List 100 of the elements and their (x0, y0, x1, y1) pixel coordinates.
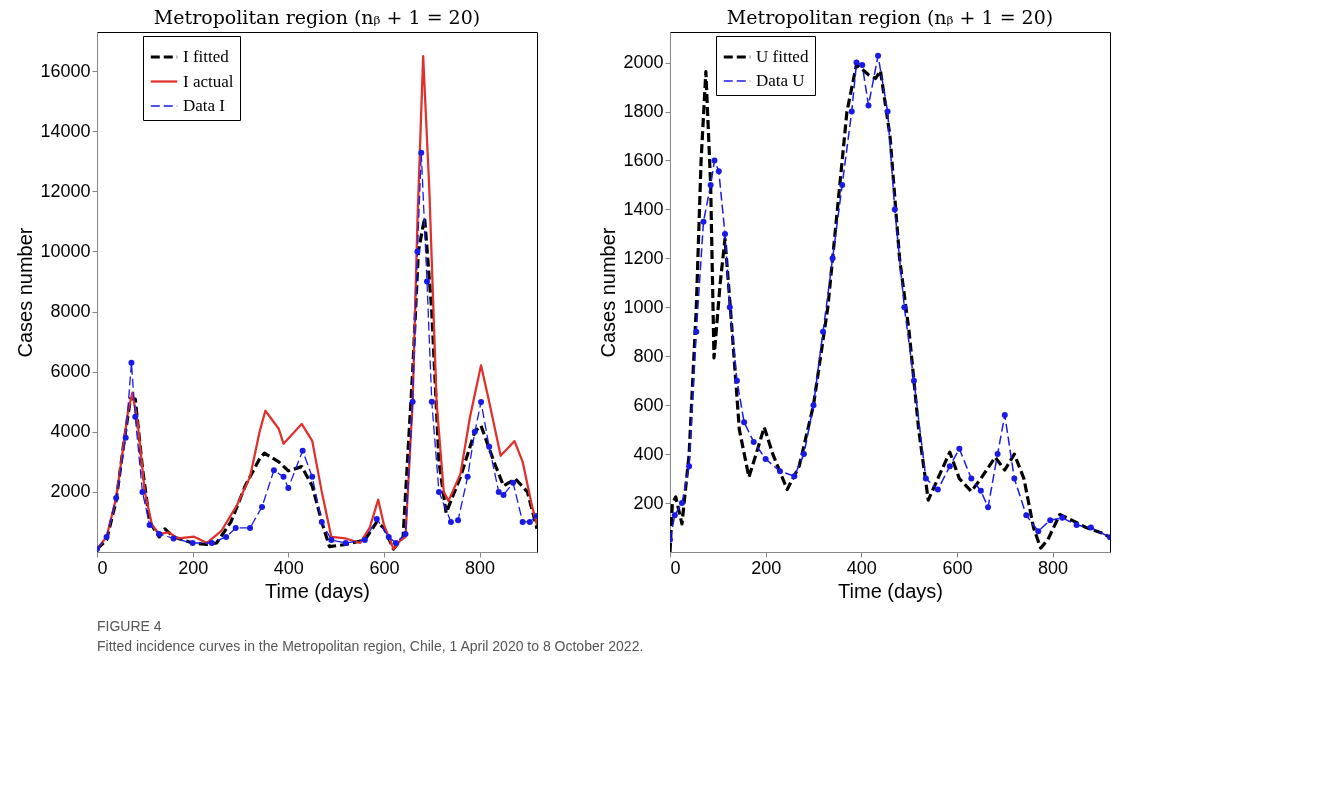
point (726, 304, 733, 311)
y-tick-label: 1200 (623, 247, 664, 268)
x-axis-title: Time (days) (838, 579, 943, 602)
point (910, 377, 917, 384)
point (402, 530, 409, 537)
point (1001, 411, 1008, 418)
point (977, 487, 984, 494)
point (208, 539, 215, 546)
point (510, 479, 517, 486)
x-tick-label: 800 (1038, 557, 1069, 578)
point (414, 248, 421, 255)
point (500, 491, 507, 498)
y-tick-label: 12000 (40, 180, 91, 201)
y-tick-label: 8000 (50, 301, 91, 322)
point (891, 206, 898, 213)
point (946, 463, 953, 470)
point (409, 398, 416, 405)
point (839, 181, 846, 188)
point (285, 484, 292, 491)
point (922, 475, 929, 482)
point (478, 399, 485, 406)
point (232, 524, 239, 531)
y-tick-label: 1800 (623, 101, 664, 122)
y-tick-label: 2000 (623, 52, 664, 73)
x-axis-title: Time (days) (265, 579, 370, 602)
point (711, 157, 718, 164)
legend-label: U fitted (756, 47, 809, 66)
point (956, 445, 963, 452)
point (189, 539, 196, 546)
y-tick-label: 1000 (623, 296, 664, 317)
point (762, 456, 769, 463)
point (464, 473, 471, 480)
point (722, 230, 728, 237)
point (486, 443, 493, 450)
point (707, 181, 714, 188)
point (156, 530, 163, 537)
x-tick-label: 0 (97, 557, 108, 578)
point (424, 278, 430, 285)
point (901, 304, 908, 311)
point (373, 515, 380, 522)
y-tick-label: 600 (633, 394, 664, 415)
point (146, 521, 153, 528)
point (994, 451, 1001, 458)
point (875, 52, 882, 59)
point (985, 504, 992, 511)
y-tick-label: 1600 (623, 149, 664, 170)
point (361, 536, 368, 543)
point (122, 434, 129, 441)
point (132, 413, 139, 420)
chart-title: Metropolitan region (nᵦ + 1 = 20) (153, 6, 481, 28)
y-tick-label: 6000 (50, 361, 91, 382)
y-tick-label: 1400 (623, 198, 664, 219)
point (800, 451, 807, 458)
point (853, 59, 860, 66)
x-tick-label: 600 (369, 557, 400, 578)
point (103, 533, 110, 540)
point (934, 486, 941, 493)
point (270, 467, 277, 474)
x-tick-label: 200 (178, 557, 209, 578)
point (848, 108, 855, 115)
chart-title: Metropolitan region (nᵦ + 1 = 20) (726, 6, 1054, 28)
text: Fitted incidence curves in the Metropolitan region, Chile, 1 April 2020 to 8 October 2022. (97, 638, 644, 654)
point (526, 518, 533, 525)
x-tick-label: 400 (846, 557, 877, 578)
legend-label: I actual (183, 71, 234, 91)
point (435, 488, 442, 495)
point (686, 463, 693, 470)
point (750, 438, 757, 445)
y-tick-label: 2000 (50, 481, 91, 502)
point (1087, 524, 1094, 531)
point (733, 377, 740, 384)
legend-label: Data U (756, 71, 805, 90)
point (170, 535, 177, 542)
point (1047, 517, 1054, 524)
legend-label: Data I (183, 96, 226, 115)
point (859, 62, 866, 69)
point (693, 328, 700, 335)
x-tick-label: 400 (273, 557, 304, 578)
y-axis-title: Cases number (597, 227, 620, 358)
y-tick-label: 16000 (40, 60, 91, 81)
x-tick-label: 200 (751, 557, 782, 578)
point (1073, 522, 1080, 529)
point (471, 428, 478, 435)
point (865, 102, 872, 109)
legend-label: I fitted (183, 47, 230, 66)
point (791, 473, 798, 480)
point (128, 359, 135, 366)
point (328, 536, 335, 543)
point (884, 108, 891, 115)
point (392, 539, 399, 546)
point (259, 503, 265, 510)
point (741, 419, 748, 426)
point (829, 255, 836, 262)
point (139, 488, 146, 495)
y-tick-label: 10000 (40, 240, 91, 261)
y-tick-label: 400 (633, 443, 664, 464)
point (113, 494, 120, 501)
point (385, 533, 392, 540)
point (1011, 475, 1018, 482)
point (428, 398, 435, 405)
